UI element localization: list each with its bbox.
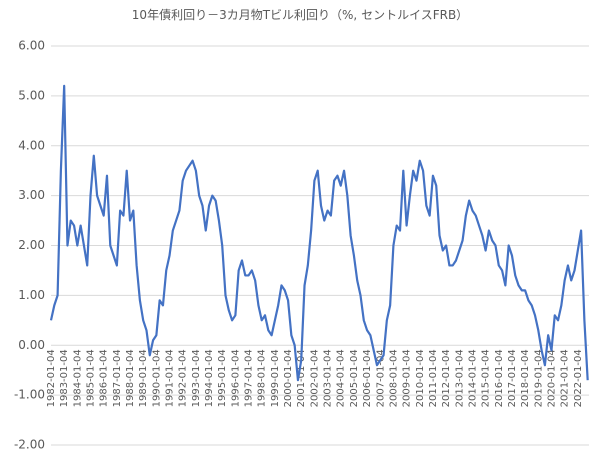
y-tick-label: 3.00 bbox=[18, 188, 45, 202]
y-tick-label: 5.00 bbox=[18, 88, 45, 102]
x-tick-label: 2000-01-04 bbox=[283, 349, 294, 407]
x-tick-label: 1990-01-04 bbox=[151, 349, 162, 407]
x-tick-label: 2012-01-04 bbox=[441, 349, 452, 407]
x-tick-label: 2022-01-04 bbox=[573, 349, 584, 407]
x-tick-label: 1994-01-04 bbox=[204, 349, 215, 407]
y-tick-label: -2.00 bbox=[14, 438, 45, 452]
x-tick-label: 1985-01-04 bbox=[86, 349, 97, 407]
x-tick-label: 2011-01-04 bbox=[428, 349, 439, 407]
x-tick-label: 1988-01-04 bbox=[125, 349, 136, 407]
x-tick-label: 1995-01-04 bbox=[217, 349, 228, 407]
x-tick-label: 1986-01-04 bbox=[99, 349, 110, 407]
x-tick-label: 1996-01-04 bbox=[230, 349, 241, 407]
x-tick-label: 2008-01-04 bbox=[388, 349, 399, 407]
x-tick-label: 2013-01-04 bbox=[454, 349, 465, 407]
x-tick-label: 2009-01-04 bbox=[402, 349, 413, 407]
x-tick-label: 1997-01-04 bbox=[244, 349, 255, 407]
data-line bbox=[49, 84, 589, 382]
y-tick-label: 2.00 bbox=[18, 238, 45, 252]
x-tick-label: 2005-01-04 bbox=[349, 349, 360, 407]
x-tick-label: 2010-01-04 bbox=[415, 349, 426, 407]
x-tick-label: 2016-01-04 bbox=[494, 349, 505, 407]
x-tick-label: 1998-01-04 bbox=[257, 349, 268, 407]
x-tick-label: 2003-01-04 bbox=[323, 349, 334, 407]
x-tick-label: 1983-01-04 bbox=[59, 349, 70, 407]
x-tick-label: 1991-01-04 bbox=[165, 349, 176, 407]
x-tick-label: 2014-01-04 bbox=[467, 349, 478, 407]
x-tick-label: 1992-01-04 bbox=[178, 349, 189, 407]
x-tick-label: 1989-01-04 bbox=[138, 349, 149, 407]
x-tick-label: 2015-01-04 bbox=[481, 349, 492, 407]
x-tick-label: 2002-01-04 bbox=[309, 349, 320, 407]
y-tick-label: -1.00 bbox=[14, 388, 45, 402]
x-tick-label: 1982-01-04 bbox=[46, 349, 57, 407]
x-tick-label: 2007-01-04 bbox=[375, 349, 386, 407]
x-tick-label: 1993-01-04 bbox=[191, 349, 202, 407]
y-tick-label: 4.00 bbox=[18, 138, 45, 152]
x-tick-label: 1999-01-04 bbox=[270, 349, 281, 407]
x-tick-label: 2018-01-04 bbox=[520, 349, 531, 407]
x-tick-label: 2020-01-04 bbox=[546, 349, 557, 407]
x-tick-label: 2017-01-04 bbox=[507, 349, 518, 407]
x-tick-label: 2006-01-04 bbox=[362, 349, 373, 407]
x-tick-label: 2021-01-04 bbox=[560, 349, 571, 407]
x-tick-label: 1987-01-04 bbox=[112, 349, 123, 407]
x-tick-label: 1984-01-04 bbox=[72, 349, 83, 407]
y-tick-label: 6.00 bbox=[18, 39, 45, 53]
chart-title: 10年債利回り－3カ月物Tビル利回り（%, セントルイスFRB） bbox=[132, 7, 468, 22]
y-tick-label: 1.00 bbox=[18, 288, 45, 302]
x-tick-label: 2001-01-04 bbox=[296, 349, 307, 407]
x-tick-label: 2019-01-04 bbox=[533, 349, 544, 407]
y-tick-label: 0.00 bbox=[18, 338, 45, 352]
x-tick-label: 2004-01-04 bbox=[336, 349, 347, 407]
